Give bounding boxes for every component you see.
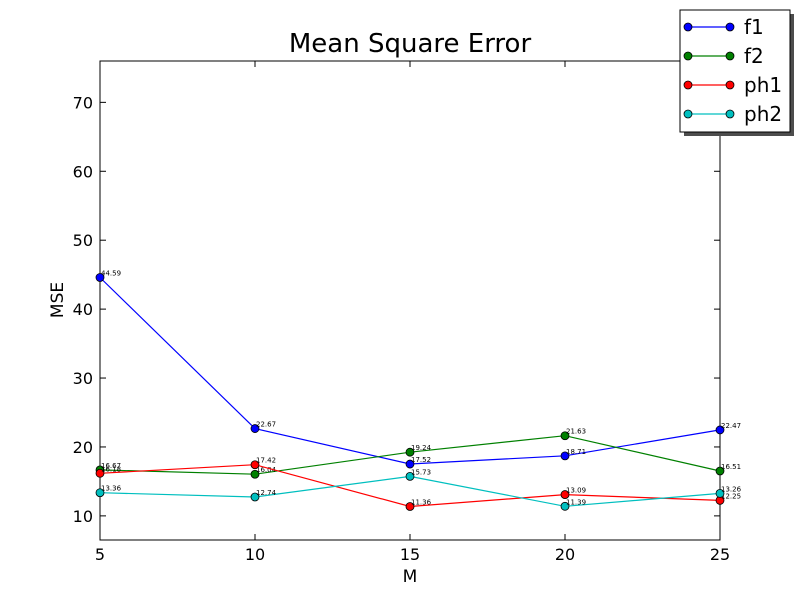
data-point-f1: [250, 424, 260, 433]
data-point-f1: [715, 425, 725, 435]
series-ph1: 16.18 17.42 11.36 13.09 12.25: [95, 457, 741, 511]
data-label-ph1: 17.42: [256, 457, 276, 465]
data-label-f2: 19.24: [411, 444, 432, 452]
legend-box: [679, 9, 791, 133]
data-point-ph1: [95, 468, 105, 478]
y-tick-label: 10: [73, 507, 93, 526]
data-point-ph2: [560, 501, 570, 511]
data-label-ph2: 12.74: [256, 489, 277, 497]
legend-marker: [725, 109, 735, 119]
y-tick-label: 30: [73, 369, 93, 388]
legend-label: ph2: [744, 102, 782, 126]
data-point-f2: [560, 431, 570, 441]
legend-marker: [683, 51, 693, 61]
data-point-ph1: [405, 502, 415, 511]
data-label-f1: 17.52: [411, 456, 431, 464]
data-label-f2: 21.63: [566, 428, 586, 436]
y-tick-label: 60: [73, 162, 93, 181]
data-label-ph2: 13.26: [721, 485, 742, 493]
legend-item-f1: f1: [683, 15, 764, 39]
x-tick-label: 25: [710, 545, 730, 564]
legend-label: f1: [744, 15, 764, 39]
legend-marker: [683, 22, 693, 32]
data-point-ph2: [250, 492, 260, 502]
data-label-f2: 16.67: [101, 462, 121, 470]
y-tick-label: 40: [73, 300, 93, 319]
legend: f1 f2 ph1 ph2: [679, 9, 794, 136]
series-ph2: 13.36 12.74 15.73 11.39 13.26: [95, 468, 742, 511]
x-tick-label: 10: [245, 545, 265, 564]
x-tick-label: 15: [400, 545, 420, 564]
data-point-f1: [560, 451, 570, 461]
x-tick-label: 20: [555, 545, 575, 564]
legend-item-f2: f2: [683, 44, 764, 68]
data-point-ph1: [560, 490, 570, 499]
legend-marker: [725, 51, 735, 61]
data-point-f2: [715, 466, 725, 476]
data-label-ph2: 11.39: [566, 498, 586, 506]
legend-marker: [683, 80, 693, 90]
data-label-f2: 16.51: [721, 463, 741, 471]
legend-marker: [725, 80, 735, 90]
data-label-ph2: 15.73: [411, 468, 431, 476]
data-label-f2: 16.04: [256, 466, 277, 474]
data-point-f1: [95, 273, 105, 282]
data-label-f1: 44.59: [101, 269, 121, 277]
y-tick-label: 50: [73, 231, 93, 250]
data-point-ph2: [95, 488, 105, 498]
data-label-ph1: 12.25: [721, 492, 741, 500]
y-tick-label: 20: [73, 438, 93, 457]
data-point-ph2: [405, 471, 415, 481]
data-point-ph1: [250, 460, 260, 470]
data-label-f1: 18.71: [566, 448, 586, 456]
series-f2: 16.67 16.04 19.24 21.63 16.51: [95, 428, 741, 479]
legend-item-ph1: ph1: [683, 73, 782, 97]
data-label-ph1: 16.18: [101, 465, 121, 473]
x-axis-label: M: [403, 567, 418, 587]
y-tick-label: 70: [73, 93, 93, 112]
data-label-ph1: 11.36: [411, 499, 432, 507]
data-label-ph1: 13.09: [566, 487, 586, 495]
x-tick-label: 5: [95, 545, 105, 564]
legend-item-ph2: ph2: [683, 102, 782, 126]
y-axis-label: MSE: [48, 282, 68, 318]
data-point-ph2: [715, 489, 725, 498]
chart-title: Mean Square Error: [289, 29, 532, 59]
legend-marker: [683, 109, 693, 119]
legend-marker: [725, 22, 735, 32]
legend-label: f2: [744, 44, 764, 68]
plot-area: 5 10 15 20 251020304050607044.5922.6717.5218…: [73, 60, 742, 564]
data-label-ph2: 13.36: [101, 485, 122, 493]
legend-label: ph1: [744, 73, 782, 97]
data-label-f1: 22.67: [256, 421, 276, 429]
data-label-f1: 22.47: [721, 422, 741, 430]
data-point-f2: [405, 447, 415, 457]
data-point-f1: [405, 459, 415, 469]
data-point-f2: [250, 469, 260, 479]
